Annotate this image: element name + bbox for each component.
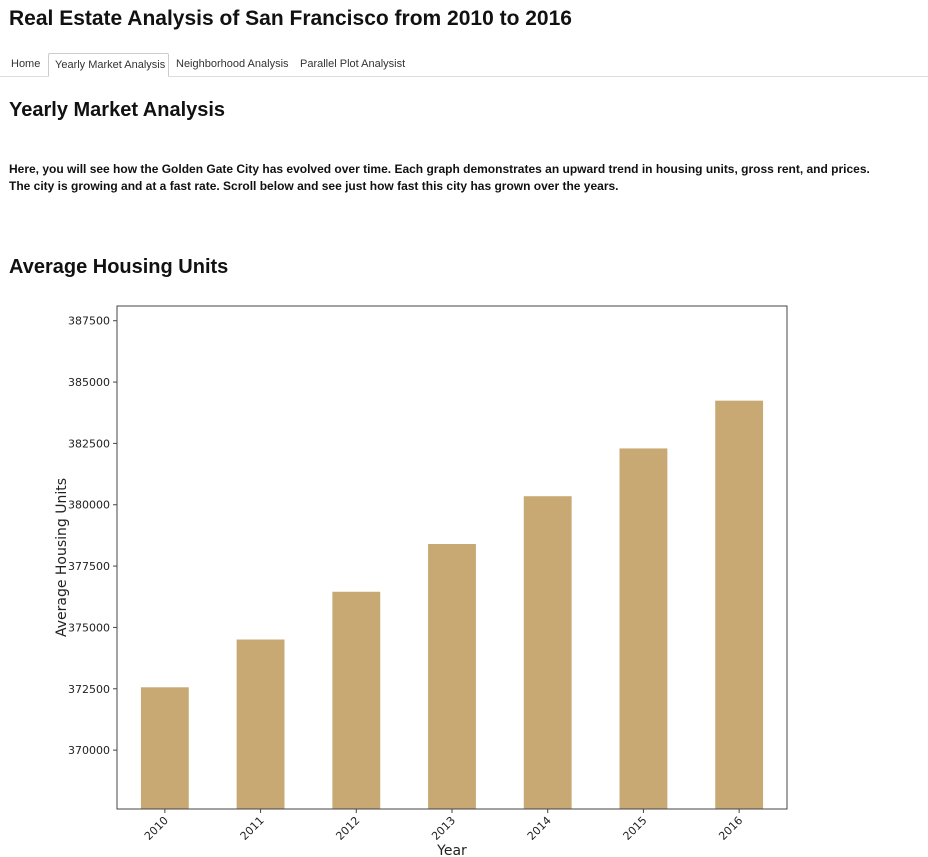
app-title: Real Estate Analysis of San Francisco fr… <box>9 7 572 30</box>
bar-2015 <box>619 448 668 809</box>
tab-bar: Home Yearly Market Analysis Neighborhood… <box>0 53 928 77</box>
y-tick-label-387500: 387500 <box>68 315 110 328</box>
intro-paragraph: Here, you will see how the Golden Gate C… <box>9 162 870 193</box>
y-tick-label-380000: 380000 <box>68 499 110 512</box>
y-tick-label-372500: 372500 <box>68 683 110 696</box>
tab-home[interactable]: Home <box>11 58 41 70</box>
bar-2011 <box>236 639 285 809</box>
y-tick-label-370000: 370000 <box>68 744 110 757</box>
x-tick-label-2012: 2012 <box>333 814 362 843</box>
chart-heading: Average Housing Units <box>9 256 229 278</box>
y-tick-label-382500: 382500 <box>68 437 110 450</box>
y-tick-label-377500: 377500 <box>68 560 110 573</box>
bar-2010 <box>140 687 189 809</box>
x-tick-label-2015: 2015 <box>621 814 650 843</box>
bar-2014 <box>523 496 572 809</box>
y-tick-label-385000: 385000 <box>68 376 110 389</box>
x-axis-label: Year <box>436 843 467 857</box>
x-tick-label-2014: 2014 <box>525 814 554 843</box>
bar-2013 <box>428 543 476 809</box>
bar-chart: 370000 372500 375000 377500 380000 382500 3850… <box>54 305 788 857</box>
bar-2016 <box>715 400 764 809</box>
bar-2012 <box>332 591 381 809</box>
x-tick-label-2013: 2013 <box>429 814 458 843</box>
section-title: Yearly Market Analysis <box>9 99 226 121</box>
tab-yearly-market-analysis[interactable]: Yearly Market Analysis <box>48 53 169 77</box>
tab-parallel-plot-analysist[interactable]: Parallel Plot Analysist <box>300 58 406 70</box>
y-tick-label-375000: 375000 <box>68 621 110 634</box>
tab-neighborhood-analysis[interactable]: Neighborhood Analysis <box>176 58 289 70</box>
x-tick-label-2016: 2016 <box>716 814 745 843</box>
y-axis-label: Average Housing Units <box>54 478 70 637</box>
x-tick-label-2011: 2011 <box>238 814 267 843</box>
x-tick-label-2010: 2010 <box>142 814 171 843</box>
